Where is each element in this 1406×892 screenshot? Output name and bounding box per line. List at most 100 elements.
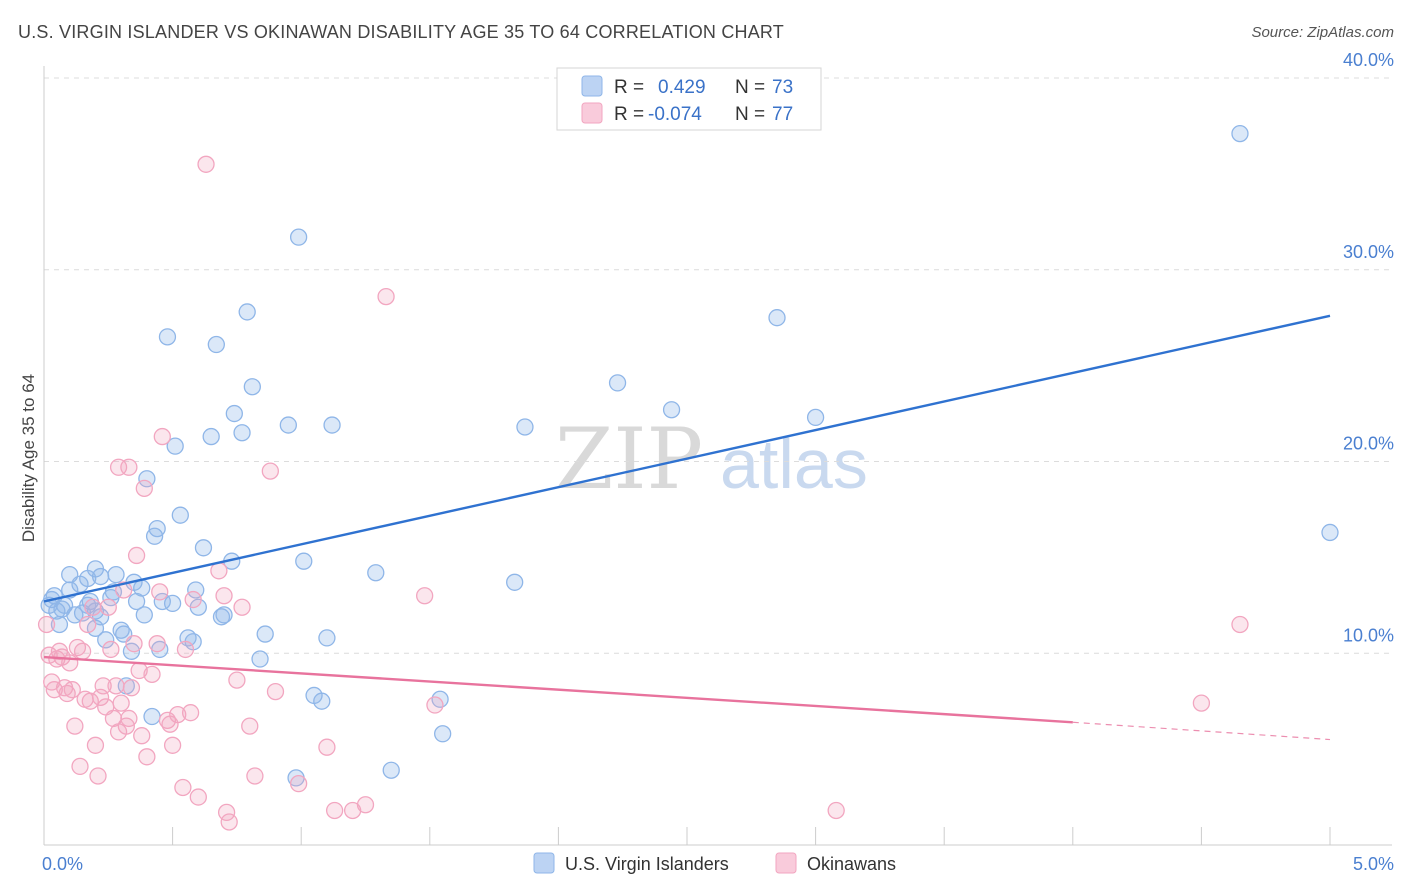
y-tick-label-30: 30.0% (1343, 242, 1394, 262)
y-tick-label-10: 10.0% (1343, 625, 1394, 645)
okinawan-point-50 (174, 778, 192, 797)
virgin-islander-point-70 (506, 573, 524, 591)
virgin-islander-point-41 (171, 506, 189, 524)
legend-n-value-1: 73 (772, 77, 793, 98)
virgin-islander-point-49 (212, 608, 231, 626)
okinawan-point-57 (215, 587, 233, 605)
virgin-islander-point-65 (323, 416, 341, 434)
x-tick-label-min: 0.0% (42, 854, 83, 874)
okinawan-point-31 (115, 581, 133, 599)
legend-r-value-1: 0.429 (658, 77, 706, 98)
okinawan-point-10 (63, 681, 81, 699)
okinawan-trend-line (43, 655, 1073, 724)
virgin-islander-point-48 (207, 335, 225, 354)
okinawan-point-40 (135, 479, 153, 497)
okinawan-point-55 (197, 155, 215, 173)
okinawan-point-17 (81, 692, 99, 710)
okinawan-point-18 (84, 598, 102, 616)
okinawan-point-30 (112, 694, 130, 712)
okinawan-point-59 (220, 813, 238, 831)
chart-title: U.S. VIRGIN ISLANDER VS OKINAWAN DISABIL… (18, 22, 785, 42)
bottom-legend-label-virgin-islanders: U.S. Virgin Islanders (565, 854, 729, 874)
virgin-islander-point-67 (382, 761, 400, 779)
okinawan-point-71 (377, 287, 395, 306)
virgin-islander-point-75 (806, 408, 825, 427)
okinawan-point-19 (86, 736, 105, 754)
okinawan-point-53 (184, 590, 202, 609)
okinawan-point-39 (133, 727, 151, 745)
virgin-islander-point-20 (97, 631, 115, 649)
virgin-islander-point-18 (91, 567, 110, 586)
okinawan-point-51 (176, 640, 195, 659)
virgin-islander-point-39 (163, 594, 182, 613)
watermark-zip: ZIP (555, 410, 703, 508)
virgin-islander-point-57 (256, 625, 274, 643)
virgin-islander-point-60 (289, 228, 308, 246)
okinawan-point-61 (233, 598, 251, 616)
okinawan-point-75 (1192, 694, 1211, 712)
axes (43, 66, 1392, 846)
okinawan-point-20 (89, 767, 107, 785)
okinawan-point-11 (66, 717, 84, 735)
okinawan-point-56 (210, 562, 228, 580)
virgin-islander-point-54 (238, 303, 256, 321)
virgin-islander-point-53 (233, 424, 251, 442)
virgin-islander-trend-line (43, 314, 1331, 603)
virgin-islander-point-64 (318, 629, 336, 647)
tick-labels: 10.0% 20.0% 30.0% 40.0% 0.0% 5.0% (42, 50, 1394, 874)
okinawan-point-16 (79, 615, 97, 634)
virgin-islander-point-23 (107, 565, 125, 584)
virgin-islander-point-35 (148, 519, 166, 538)
okinawan-point-62 (241, 717, 259, 735)
okinawan-point-13 (71, 757, 89, 776)
legend-r-label-2: R = (614, 104, 644, 125)
okinawan-point-14 (73, 642, 92, 660)
data-points (37, 124, 1339, 831)
virgin-islander-point-58 (279, 416, 297, 434)
okinawan-point-42 (143, 665, 161, 683)
trend-lines (43, 314, 1331, 741)
virgin-islander-point-63 (313, 692, 331, 710)
okinawan-point-45 (153, 427, 171, 446)
okinawan-point-25 (102, 640, 120, 659)
okinawan-point-41 (138, 748, 156, 766)
okinawan-point-70 (356, 796, 375, 814)
virgin-islander-point-30 (133, 579, 151, 597)
okinawan-point-54 (189, 788, 207, 806)
okinawan-point-76 (1231, 615, 1249, 634)
virgin-islander-point-40 (166, 437, 184, 455)
okinawan-point-74 (827, 801, 845, 820)
okinawan-point-72 (416, 587, 434, 605)
okinawan-point-73 (426, 696, 444, 714)
okinawan-point-0 (37, 615, 56, 634)
legend-swatch-okinawans (581, 102, 603, 124)
bottom-legend-label-okinawans: Okinawans (807, 854, 896, 874)
virgin-islander-point-66 (367, 564, 385, 582)
okinawan-trend-line-extension (1072, 721, 1331, 741)
okinawan-point-48 (163, 736, 182, 754)
virgin-islander-point-31 (135, 606, 153, 624)
virgin-islander-point-72 (608, 374, 627, 392)
okinawan-point-43 (148, 635, 166, 653)
virgin-islander-point-47 (202, 427, 220, 446)
okinawan-point-52 (181, 704, 200, 722)
okinawan-point-63 (246, 767, 264, 785)
y-tick-label-20: 20.0% (1343, 434, 1394, 454)
virgin-islander-point-46 (194, 539, 213, 557)
legend-r-label-1: R = (614, 77, 644, 98)
virgin-islander-point-33 (143, 707, 161, 726)
okinawan-point-60 (228, 671, 246, 689)
okinawan-point-27 (107, 677, 125, 695)
legend-n-label-1: N = (735, 77, 765, 98)
virgin-islander-point-61 (295, 552, 313, 570)
legend-n-value-2: 77 (772, 104, 793, 125)
okinawan-point-36 (125, 635, 143, 653)
okinawan-point-24 (99, 598, 117, 616)
legend-n-label-2: N = (735, 104, 765, 125)
legend-r-value-2: -0.074 (648, 104, 702, 125)
virgin-islander-point-69 (434, 725, 452, 743)
virgin-islander-point-76 (1231, 124, 1249, 143)
source-credit: Source: ZipAtlas.com (1251, 24, 1394, 41)
okinawan-point-33 (120, 709, 138, 728)
